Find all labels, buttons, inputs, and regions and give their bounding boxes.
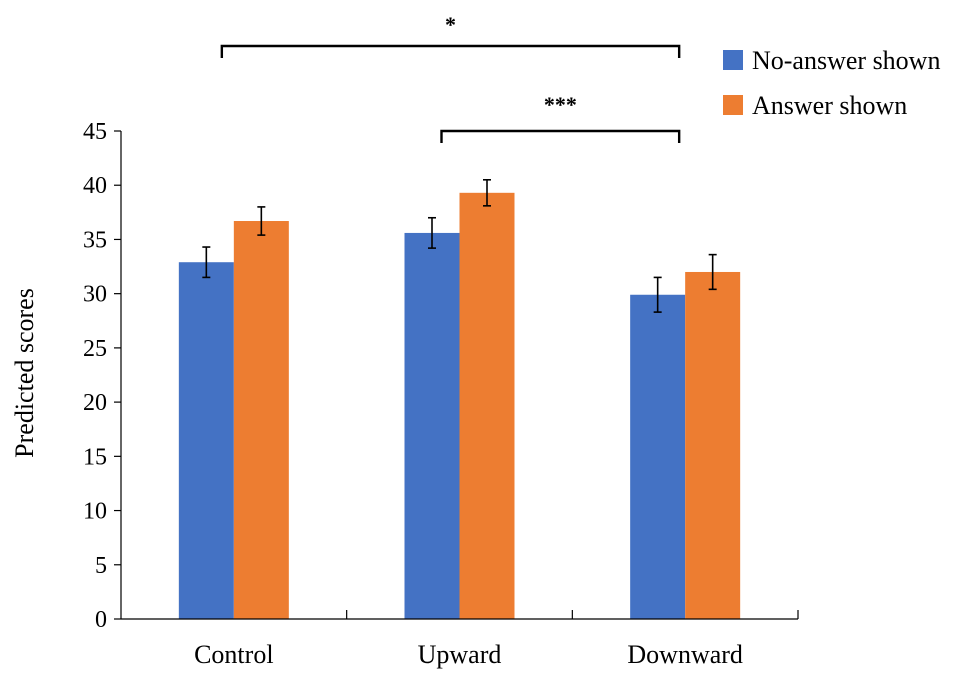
y-tick-label: 5 (95, 553, 107, 579)
error-bars (202, 179, 717, 313)
y-tick-label: 25 (83, 336, 107, 362)
x-tick-label: Control (194, 640, 273, 669)
y-tick-label: 10 (83, 499, 107, 525)
bar (178, 262, 234, 619)
x-axis: Control Upward Downward (194, 640, 743, 669)
bar (459, 192, 515, 619)
x-tick-label: Downward (627, 640, 743, 669)
y-tick-label: 35 (83, 227, 107, 253)
legend-label: No-answer shown (752, 46, 940, 75)
y-tick-label: 30 (83, 282, 107, 308)
bar (685, 271, 741, 619)
bar (233, 221, 289, 619)
significance-brackets: **** (220, 12, 681, 143)
significance-label: * (445, 12, 456, 37)
significance-label: *** (544, 92, 577, 117)
y-tick-label: 0 (95, 607, 107, 633)
significance-bracket (440, 129, 681, 143)
bar (404, 232, 460, 619)
legend-label: Answer shown (752, 91, 907, 120)
legend: No-answer shown Answer shown (723, 46, 940, 120)
y-axis: 0 5 10 15 20 25 30 35 40 45 (83, 119, 121, 633)
legend-swatch (723, 50, 743, 70)
bar (630, 294, 686, 619)
significance-bracket (220, 44, 681, 58)
x-tick-label: Upward (418, 640, 502, 669)
y-tick-label: 15 (83, 444, 107, 470)
y-tick-label: 45 (83, 119, 107, 145)
y-axis-title: Predicted scores (10, 288, 39, 458)
y-tick-label: 20 (83, 390, 107, 416)
legend-swatch (723, 95, 743, 115)
y-tick-label: 40 (83, 173, 107, 199)
axes (120, 131, 799, 620)
bars (178, 192, 741, 619)
